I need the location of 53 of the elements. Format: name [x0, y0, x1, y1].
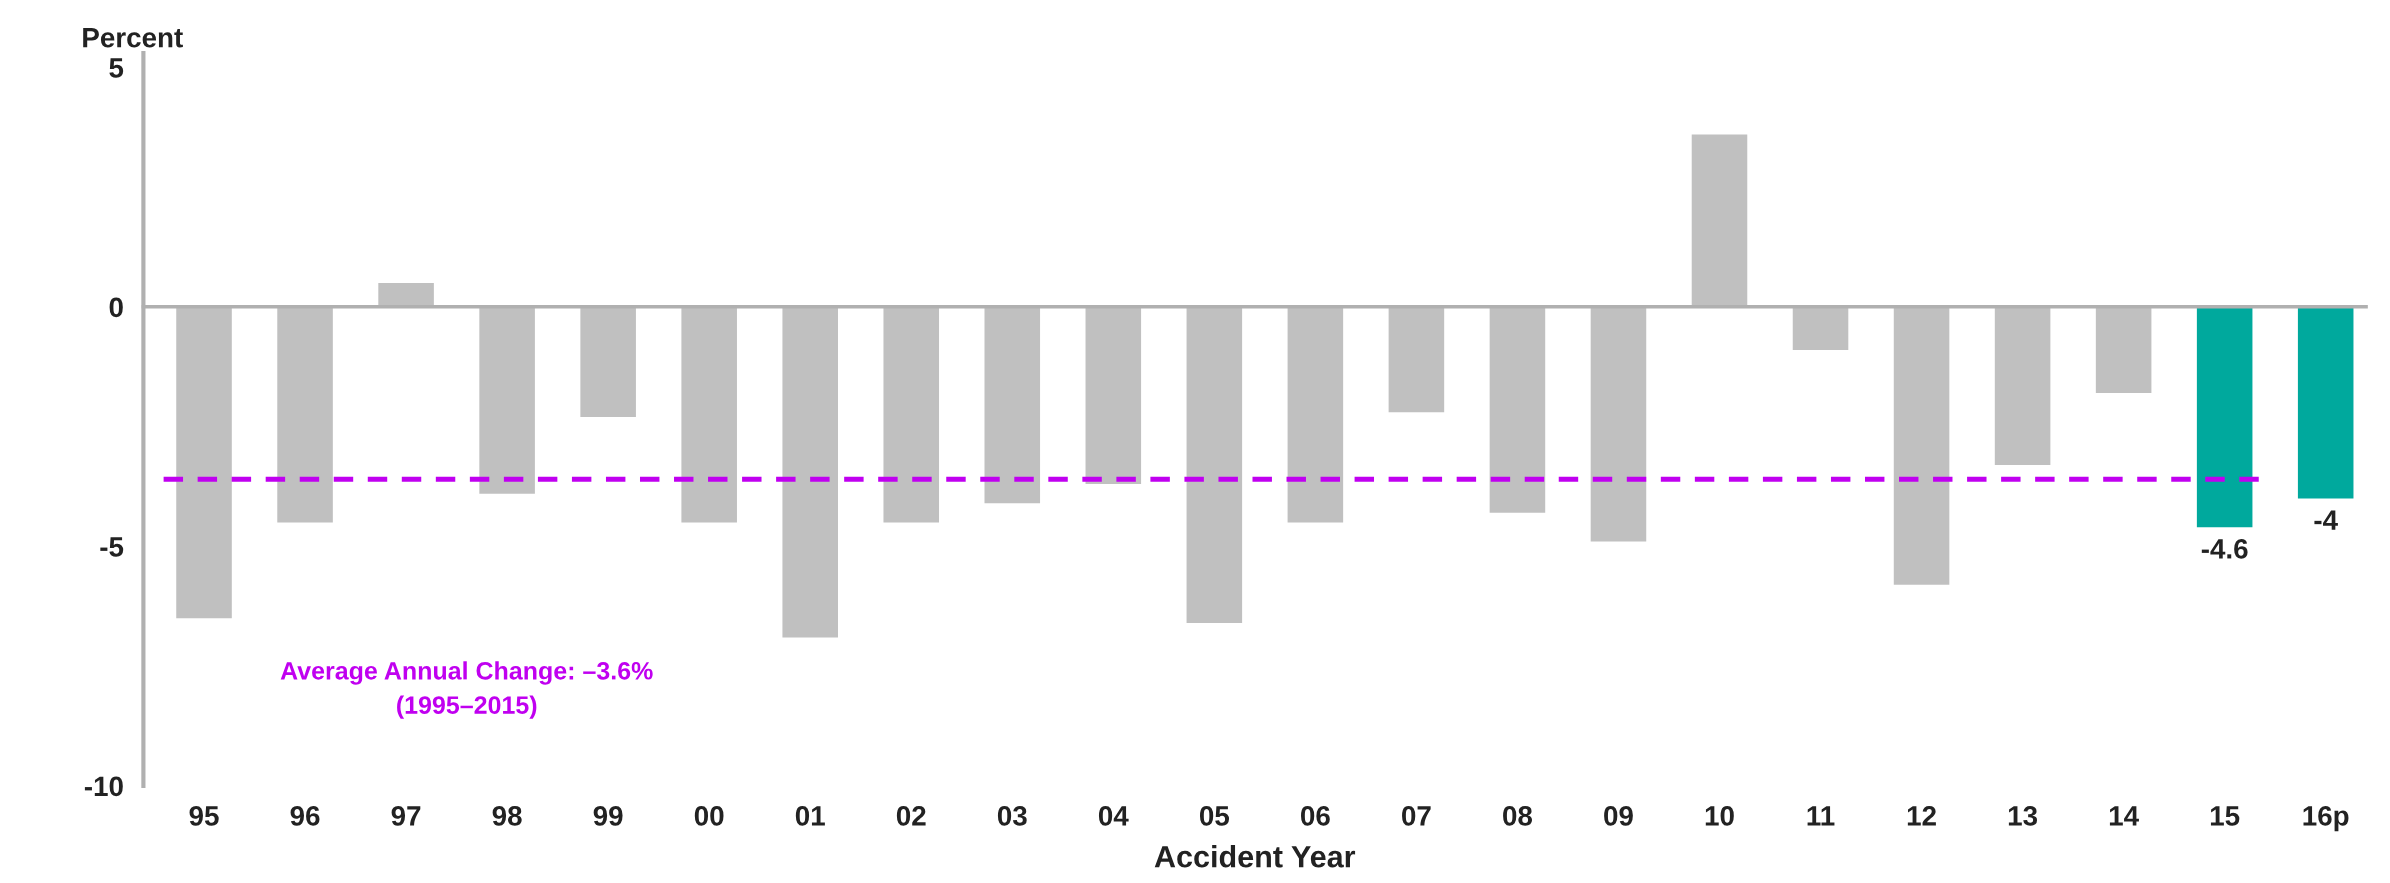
x-tick-label: 08 — [1503, 806, 1533, 826]
x-tick-label: 97 — [391, 806, 421, 826]
x-tick-label: 96 — [290, 806, 320, 826]
x-tick-label: 99 — [593, 806, 623, 826]
x-tick-label: 09 — [1604, 806, 1633, 826]
bar — [681, 306, 737, 523]
data-label: -4 — [2314, 510, 2338, 530]
x-tick-label: 15 — [2210, 806, 2240, 826]
bar — [1388, 306, 1445, 413]
bar — [2095, 306, 2152, 394]
bar — [479, 306, 535, 494]
bar — [883, 306, 940, 523]
y-axis-title: Percent — [83, 28, 183, 48]
bar — [782, 306, 838, 638]
x-tick-label: 95 — [189, 806, 219, 826]
x-tick-label: 04 — [1098, 806, 1129, 826]
x-tick-label: 01 — [795, 806, 825, 826]
bar — [1489, 306, 1546, 513]
bar — [1590, 306, 1647, 542]
bar — [984, 306, 1041, 504]
x-tick-label: 03 — [997, 806, 1027, 826]
x-tick-label: 10 — [1705, 806, 1734, 826]
x-tick-label: 05 — [1199, 806, 1230, 826]
bar — [1792, 306, 1849, 350]
x-tick-label: 11 — [1807, 806, 1835, 826]
x-tick-label: 12 — [1907, 806, 1936, 826]
x-tick-label: 14 — [2109, 806, 2139, 826]
bar — [2297, 306, 2354, 499]
bar — [277, 306, 333, 523]
bar — [1186, 306, 1243, 624]
data-label: -4.6 — [2201, 539, 2248, 559]
bar — [1893, 306, 1950, 585]
bar — [1085, 306, 1142, 485]
x-tick-label: 00 — [694, 806, 724, 826]
bar — [580, 306, 636, 418]
y-tick-label: 0 — [109, 297, 123, 318]
x-tick-label: 98 — [492, 806, 522, 826]
bar — [1994, 306, 2051, 465]
x-tick-label: 06 — [1301, 806, 1330, 826]
bar — [2196, 306, 2253, 528]
y-tick-label: 5 — [109, 58, 124, 78]
bar — [1287, 306, 1344, 523]
bar — [176, 306, 232, 619]
x-tick-label: 13 — [2008, 806, 2038, 826]
x-axis-title: Accident Year — [1154, 845, 1356, 868]
x-tick-label: 16p — [2303, 806, 2349, 832]
y-tick-label: -5 — [100, 537, 124, 557]
x-tick-label: 07 — [1402, 806, 1431, 826]
x-tick-label: 02 — [896, 806, 926, 826]
bar — [378, 282, 434, 307]
bar — [1691, 134, 1748, 307]
ref-line-label: Average Annual Change: –3.6% (1995–2015) — [280, 661, 653, 719]
y-tick-label: -10 — [84, 776, 123, 797]
